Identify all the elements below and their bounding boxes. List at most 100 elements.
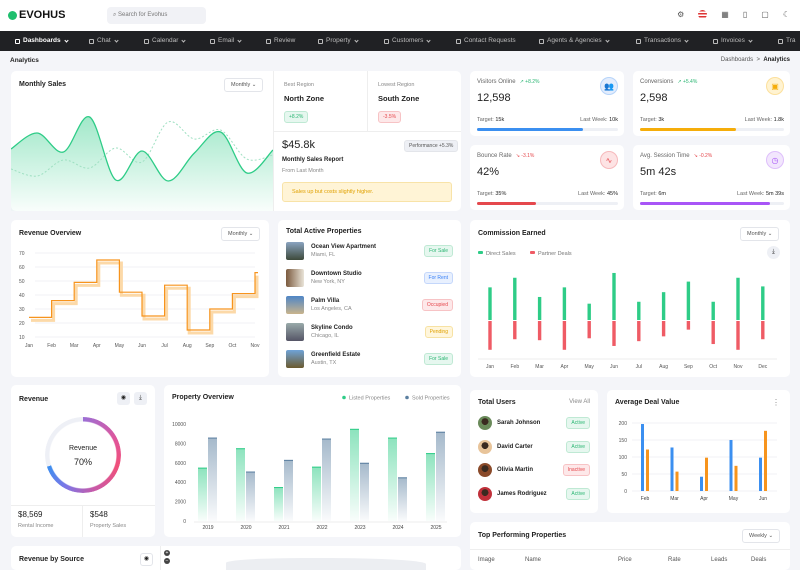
property-item[interactable]: Ocean View Apartment Miami, FL For Sale <box>286 242 453 260</box>
x-tick-label: Apr <box>561 364 569 370</box>
bar-listed <box>198 467 207 521</box>
x-tick-label: Feb <box>510 364 519 370</box>
period-select[interactable]: Monthly ⌄ <box>224 78 264 92</box>
nav-item[interactable]: Email <box>210 37 242 45</box>
nav-item[interactable]: Property <box>318 37 359 45</box>
bar-direct-sales <box>537 296 542 320</box>
flag-us-icon[interactable] <box>698 10 708 19</box>
y-tick-label: 8000 <box>175 441 186 447</box>
property-name: Greenfield Estate <box>311 352 361 358</box>
column-header[interactable]: Deals <box>751 557 767 563</box>
message-icon[interactable]: ▢ <box>761 10 769 19</box>
x-tick-label: Jun <box>138 343 146 349</box>
legend-swatch <box>478 251 483 254</box>
download-icon[interactable]: ⤓ <box>767 246 780 259</box>
property-location: Miami, FL <box>311 252 336 258</box>
moon-icon[interactable]: ☾ <box>782 10 790 19</box>
bar <box>764 430 767 491</box>
zoom-out-icon[interactable]: − <box>164 558 170 564</box>
y-tick-label: 200 <box>619 421 628 427</box>
nav-item[interactable]: Chat <box>89 37 119 45</box>
property-name: Palm Villa <box>311 298 340 304</box>
column-header[interactable]: Price <box>618 557 632 563</box>
monthly-sales-card: Monthly Sales Monthly ⌄ Best Region Nort… <box>11 71 461 211</box>
bar-listed <box>426 453 435 521</box>
nav-item[interactable]: Customers <box>384 37 432 45</box>
last-week-label: Last Week: <box>737 191 765 197</box>
nav-item[interactable]: Calendar <box>144 37 187 45</box>
gear-icon[interactable]: ⚙ <box>677 10 685 19</box>
nav-item[interactable]: Agents & Agencies <box>539 37 610 45</box>
revenue-donut <box>45 417 121 493</box>
avatar <box>478 486 492 501</box>
bar-partner-deals <box>612 321 616 346</box>
bar-cap <box>360 462 369 464</box>
brand-logo[interactable]: EVOHUS <box>8 9 65 21</box>
period-select[interactable]: Monthly ⌄ <box>221 227 261 241</box>
rental-income-label: Rental Income <box>18 523 54 529</box>
bar-cap <box>426 453 435 455</box>
nav-label: Contact Requests <box>464 37 516 44</box>
lowest-change-badge: -3.5% <box>378 111 402 123</box>
user-item[interactable]: Sarah Johnson Active <box>478 416 590 430</box>
column-header[interactable]: Leads <box>711 557 728 563</box>
target-value: 35% <box>495 191 507 197</box>
kpi-card: Avg. Session Time ↘ -0.2% 5m 42s ◷ Target… <box>633 145 790 210</box>
status-badge: For Sale <box>424 353 453 365</box>
nav-label: Review <box>274 37 296 44</box>
last-week-value: 10k <box>609 117 618 123</box>
property-item[interactable]: Greenfield Estate Austin, TX For Sale <box>286 350 453 368</box>
avg-deal-chart: 0 50 100 150 200 Feb Mar Apr May Jun <box>619 421 777 502</box>
breadcrumb-parent[interactable]: Dashboards <box>720 57 754 63</box>
sales-line-secondary <box>11 121 273 177</box>
user-item[interactable]: Olivia Martin Inactive <box>478 463 590 477</box>
status-badge: Active <box>566 417 590 429</box>
bell-icon[interactable]: ▯ <box>742 10 748 19</box>
eye-icon[interactable]: ◉ <box>140 553 153 566</box>
zoom-in-icon[interactable]: + <box>164 550 170 556</box>
bar-cap <box>236 448 245 450</box>
column-header[interactable]: Rate <box>668 557 681 563</box>
active-properties-card: Total Active Properties Ocean View Apart… <box>278 220 461 377</box>
nav-label: Property <box>326 37 351 44</box>
column-header[interactable]: Name <box>525 557 542 563</box>
download-icon[interactable]: ⤓ <box>134 392 147 405</box>
nav-item[interactable]: Transactions <box>636 37 689 45</box>
period-select[interactable]: Weekly ⌄ <box>742 529 781 543</box>
property-item[interactable]: Downtown Studio New York, NY For Rent <box>286 269 453 287</box>
nav-label: Agents & Agencies <box>547 37 602 44</box>
property-item[interactable]: Skyline Condo Chicago, IL Pending <box>286 323 453 341</box>
column-header[interactable]: Image <box>478 557 495 563</box>
nav-item[interactable]: Contact Requests <box>456 37 516 45</box>
property-item[interactable]: Palm Villa Los Angeles, CA Occupied <box>286 296 453 314</box>
kpi-card: Bounce Rate ↘ -3.1% 42% ∿ Target: 35% Las… <box>470 145 624 210</box>
bar-sold <box>246 471 255 521</box>
x-tick-label: 2019 <box>202 525 213 531</box>
bar-sold <box>284 459 293 521</box>
search-input[interactable]: ⌕ Search for Evohus <box>107 7 206 24</box>
user-item[interactable]: James Rodriguez Active <box>478 486 590 501</box>
bar-partner-deals <box>686 321 691 330</box>
nav-icon <box>89 38 94 44</box>
breadcrumb: Dashboards > Analytics <box>721 57 790 63</box>
user-item[interactable]: David Carter Active <box>478 439 590 454</box>
x-tick-label: 2023 <box>354 525 365 531</box>
more-icon[interactable]: ⋮ <box>772 398 780 407</box>
nav-label: Customers <box>392 37 424 44</box>
eye-icon[interactable]: ◉ <box>117 392 130 405</box>
property-name: Ocean View Apartment <box>311 244 377 250</box>
legend-label: Direct Sales <box>486 251 516 257</box>
progress-bar <box>477 128 618 131</box>
revenue-overview-card: Revenue Overview Monthly ⌄ 10 20 30 40 50 60 7… <box>11 220 269 377</box>
nav-item[interactable]: Review <box>266 37 295 45</box>
nav-item[interactable]: Dashboards <box>15 37 69 45</box>
view-all-link[interactable]: View All <box>569 399 590 405</box>
avg-deal-card: Average Deal Value ⋮ 0 50 100 150 200 Feb Mar A… <box>607 390 790 513</box>
grid-icon[interactable]: ▦ <box>721 10 729 19</box>
x-tick-label: Oct <box>229 343 237 349</box>
period-select[interactable]: Monthly ⌄ <box>740 227 780 241</box>
nav-icon <box>456 38 461 44</box>
x-tick-label: 2020 <box>240 525 251 531</box>
nav-item[interactable]: Tra <box>778 37 796 45</box>
nav-item[interactable]: Invoices <box>713 37 753 45</box>
